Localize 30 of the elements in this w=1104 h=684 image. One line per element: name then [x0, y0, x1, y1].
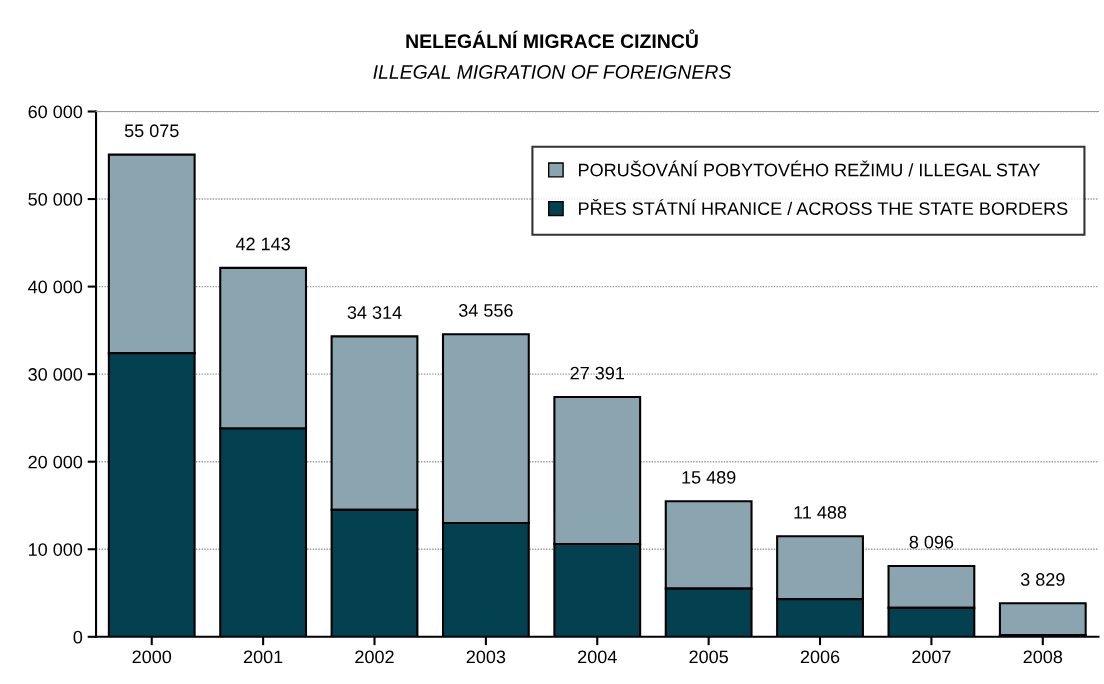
- chart-title: NELEGÁLNÍ MIGRACE CIZINCŮ: [406, 29, 698, 49]
- x-tick-label: 2001: [243, 650, 283, 664]
- total-label: 34 314: [347, 306, 402, 319]
- legend-label: PORUŠOVÁNÍ POBYTOVÉHO REŽIMU / ILLEGAL STAY: [579, 160, 1041, 177]
- x-tick-label: 2003: [466, 650, 506, 664]
- x-tick-label: 2008: [1023, 650, 1063, 664]
- x-tick-label: 2006: [800, 650, 840, 664]
- total-label: 11 488: [794, 505, 847, 519]
- total-label: 3 829: [1020, 573, 1065, 586]
- total-label: 15 489: [682, 470, 736, 484]
- x-tick-label: 2007: [912, 650, 951, 664]
- x-tick-label: 2000: [132, 650, 172, 664]
- chart-subtitle: ILLEGAL MIGRATION OF FOREIGNERS: [373, 65, 732, 79]
- legend-label: PŘES STÁTNÍ HRANICE / ACROSS THE STATE BORDERS: [579, 199, 1068, 215]
- x-tick-label: 2005: [689, 650, 728, 664]
- total-label: 27 391: [570, 366, 624, 380]
- y-tick-label: 0: [73, 630, 83, 644]
- y-tick-label: 10 000: [29, 543, 83, 556]
- y-tick-label: 50 000: [28, 192, 83, 206]
- y-tick-label: 60 000: [28, 105, 83, 119]
- y-tick-label: 40 000: [28, 280, 83, 294]
- x-tick-label: 2002: [355, 650, 394, 664]
- total-label: 55 075: [124, 124, 179, 138]
- x-tick-label: 2004: [578, 650, 617, 664]
- bar: [998, 602, 1087, 637]
- total-label: 42 143: [235, 237, 290, 251]
- y-tick-label: 30 000: [28, 368, 83, 381]
- y-tick-label: 20 000: [28, 455, 83, 469]
- total-label: 8 096: [909, 535, 954, 549]
- total-label: 34 556: [458, 304, 513, 317]
